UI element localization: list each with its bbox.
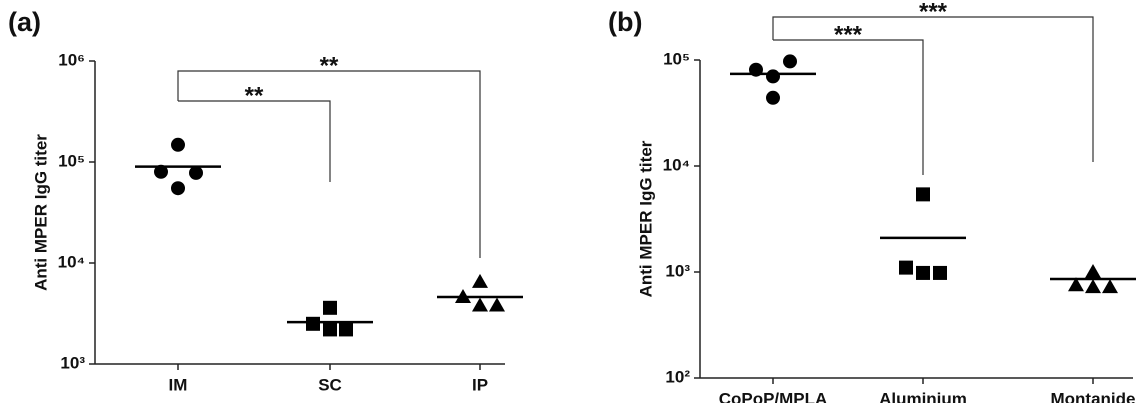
data-point	[933, 265, 947, 280]
y-axis-title: Anti MPER IgG titer	[31, 134, 50, 291]
data-point	[306, 316, 320, 331]
data-point	[1085, 279, 1101, 294]
y-tick-label: 10⁴	[58, 252, 85, 271]
data-point	[1068, 277, 1084, 292]
data-point	[1102, 279, 1118, 294]
significance-label: ***	[834, 21, 863, 48]
data-point	[339, 322, 353, 337]
data-point	[489, 297, 505, 312]
x-tick-label: IP	[472, 375, 488, 394]
data-point	[766, 69, 780, 84]
y-tick-label: 10³	[60, 353, 85, 372]
data-point	[916, 187, 930, 202]
data-point	[323, 322, 337, 337]
y-tick-label: 10⁵	[663, 49, 690, 68]
data-point	[472, 297, 488, 312]
data-point	[899, 260, 913, 275]
significance-label: ***	[919, 0, 948, 25]
significance-bracket	[772, 16, 1094, 162]
y-axis-title: Anti MPER IgG titer	[636, 140, 655, 297]
data-point	[154, 164, 168, 179]
data-point	[171, 181, 185, 196]
panel-label: (a)	[8, 7, 41, 37]
data-point	[783, 54, 797, 69]
panel-label: (b)	[608, 7, 642, 37]
data-point	[323, 300, 337, 315]
significance-bracket	[177, 70, 481, 258]
significance-bracket	[178, 100, 331, 182]
y-tick-label: 10⁴	[663, 155, 690, 174]
y-tick-label: 10²	[665, 367, 690, 386]
significance-label: **	[245, 82, 264, 109]
x-tick-label: IM	[169, 375, 188, 394]
data-point	[1085, 264, 1101, 278]
data-point	[189, 165, 203, 180]
data-point	[472, 273, 488, 288]
x-tick-label: SC	[318, 375, 342, 394]
x-tick-label: CoPoP/MPLA	[719, 389, 828, 403]
significance-bracket	[773, 39, 924, 175]
x-tick-label: Montanide	[1051, 389, 1136, 403]
data-point	[766, 90, 780, 105]
x-tick-label: Aluminium	[879, 389, 967, 403]
y-tick-label: 10⁶	[58, 50, 85, 69]
data-point	[171, 137, 185, 152]
data-point	[916, 265, 930, 280]
y-tick-label: 10³	[665, 261, 690, 280]
significance-label: **	[320, 52, 339, 79]
y-tick-label: 10⁵	[58, 151, 85, 170]
